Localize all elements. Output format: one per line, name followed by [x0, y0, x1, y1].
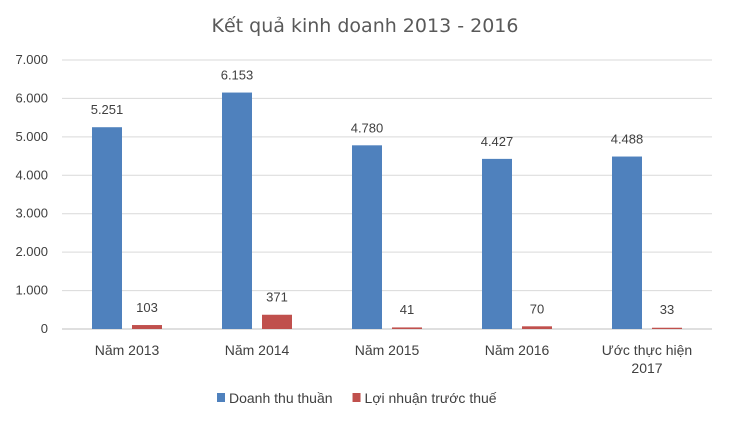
y-tick-label: 7.000: [15, 52, 48, 67]
x-tick-label: Năm 2014: [225, 342, 290, 358]
bar-loi-nhuan: [262, 314, 292, 329]
bar-doanh-thu: [612, 156, 642, 329]
x-tick-label: Ước thực hiện: [602, 342, 692, 358]
data-label: 103: [136, 300, 158, 315]
legend-label: Lợi nhuận trước thuế: [365, 390, 497, 406]
legend-swatch: [352, 393, 361, 402]
bar-doanh-thu: [222, 92, 252, 329]
y-tick-label: 0: [41, 321, 48, 336]
x-tick-label: 2017: [631, 360, 662, 376]
y-tick-label: 5.000: [15, 129, 48, 144]
y-tick-label: 1.000: [15, 283, 48, 298]
data-label: 4.427: [481, 134, 514, 149]
y-tick-label: 2.000: [15, 244, 48, 259]
x-tick-label: Năm 2013: [95, 342, 160, 358]
bar-loi-nhuan: [522, 326, 552, 329]
x-tick-label: Năm 2016: [485, 342, 550, 358]
data-label: 33: [660, 302, 674, 317]
y-tick-label: 4.000: [15, 167, 48, 182]
data-label: 5.251: [91, 102, 124, 117]
y-tick-label: 6.000: [15, 90, 48, 105]
bar-doanh-thu: [482, 158, 512, 329]
data-label: 371: [266, 290, 288, 305]
y-tick-label: 3.000: [15, 206, 48, 221]
data-label: 41: [400, 302, 414, 317]
x-tick-label: Năm 2015: [355, 342, 420, 358]
data-label: 6.153: [221, 68, 254, 83]
data-label: 4.488: [611, 132, 644, 147]
bar-loi-nhuan: [132, 325, 162, 329]
data-label: 70: [530, 301, 544, 316]
legend-label: Doanh thu thuần: [229, 390, 333, 406]
chart-title: Kết quả kinh doanh 2013 - 2016: [212, 15, 519, 37]
legend-swatch: [217, 393, 225, 402]
bar-doanh-thu: [352, 145, 382, 329]
bar-doanh-thu: [92, 127, 122, 329]
data-label: 4.780: [351, 120, 384, 135]
bar-loi-nhuan: [652, 327, 682, 329]
bar-loi-nhuan: [392, 327, 422, 329]
